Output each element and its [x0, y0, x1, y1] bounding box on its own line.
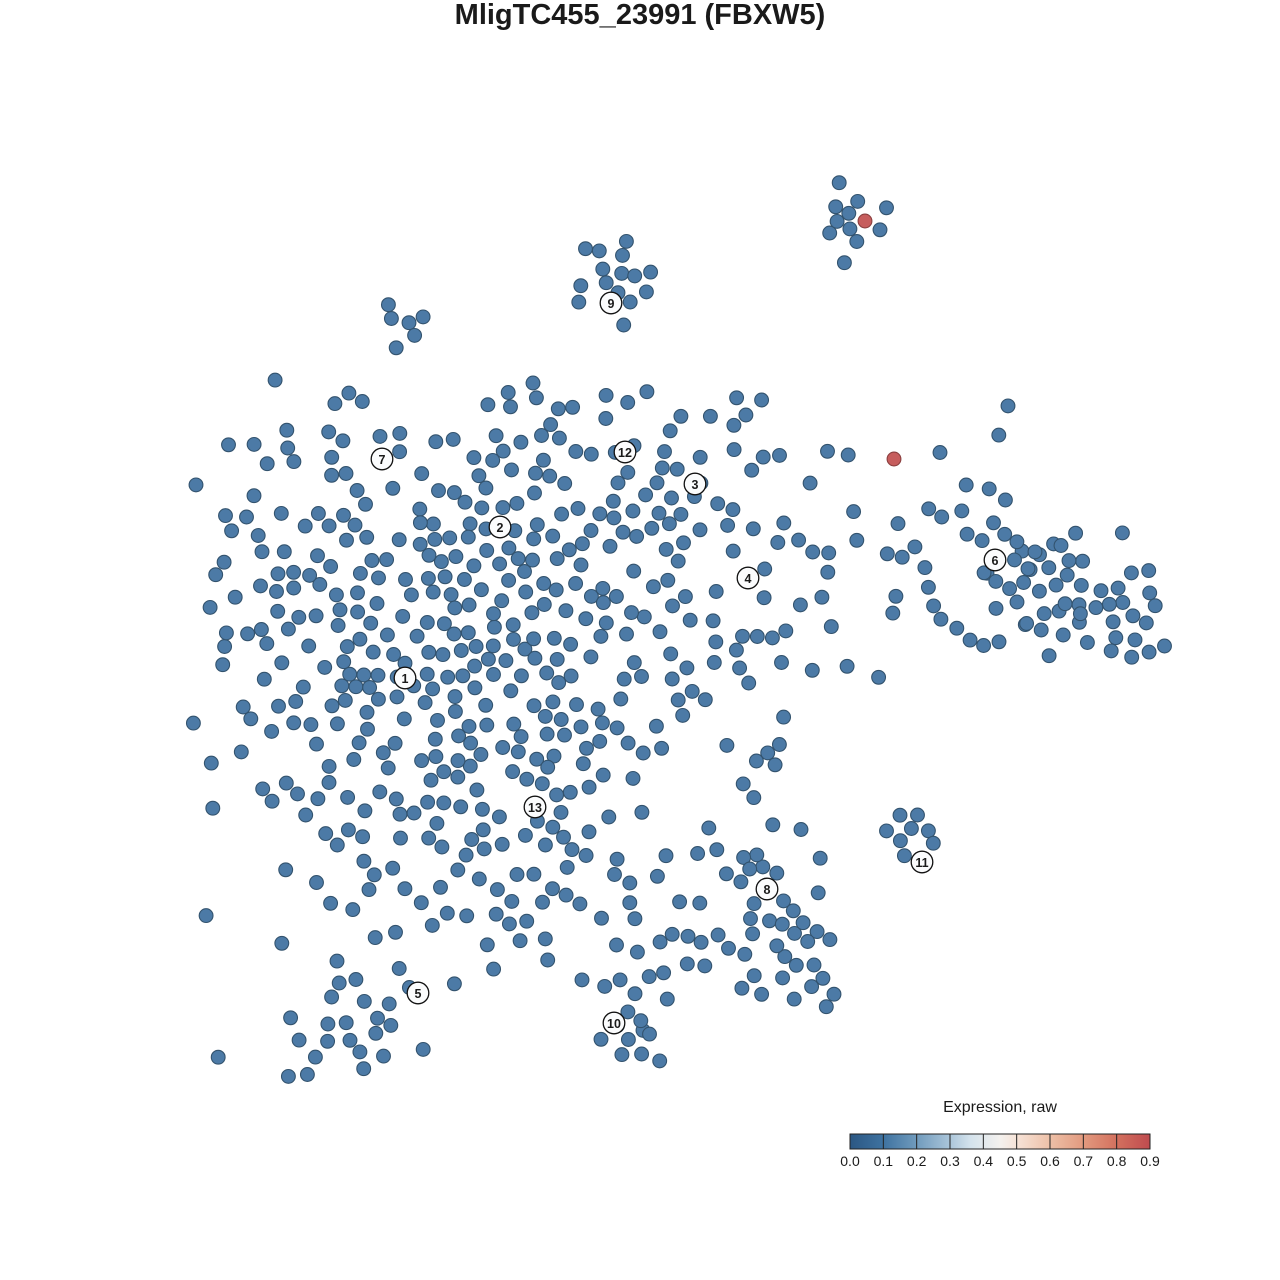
svg-text:0.5: 0.5 — [1007, 1153, 1027, 1169]
svg-text:4: 4 — [745, 572, 752, 586]
svg-text:9: 9 — [608, 297, 615, 311]
svg-text:7: 7 — [379, 453, 386, 467]
svg-text:1: 1 — [402, 672, 409, 686]
svg-text:13: 13 — [528, 801, 542, 815]
svg-text:0.4: 0.4 — [974, 1153, 994, 1169]
svg-text:5: 5 — [415, 987, 422, 1001]
svg-text:0.6: 0.6 — [1040, 1153, 1060, 1169]
svg-text:0.8: 0.8 — [1107, 1153, 1127, 1169]
svg-text:0.3: 0.3 — [940, 1153, 960, 1169]
svg-text:2: 2 — [497, 521, 504, 535]
svg-text:8: 8 — [764, 883, 771, 897]
svg-text:3: 3 — [692, 478, 699, 492]
svg-text:0.1: 0.1 — [874, 1153, 894, 1169]
svg-text:Expression, raw: Expression, raw — [943, 1099, 1057, 1116]
svg-text:11: 11 — [915, 856, 928, 870]
svg-text:6: 6 — [992, 554, 999, 568]
svg-text:0.9: 0.9 — [1140, 1153, 1160, 1169]
svg-text:10: 10 — [607, 1017, 621, 1031]
svg-text:0.2: 0.2 — [907, 1153, 927, 1169]
svg-text:12: 12 — [618, 446, 632, 460]
svg-text:0.0: 0.0 — [840, 1153, 860, 1169]
svg-text:0.7: 0.7 — [1074, 1153, 1094, 1169]
